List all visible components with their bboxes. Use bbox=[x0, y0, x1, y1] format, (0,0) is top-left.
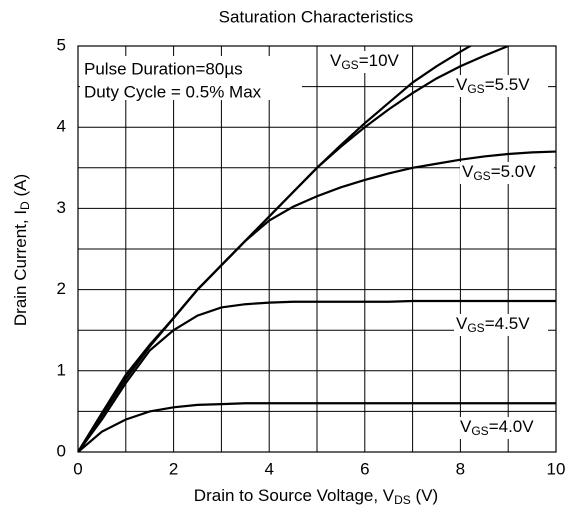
curve bbox=[78, 299, 556, 452]
x-tick-label: 0 bbox=[73, 459, 82, 478]
x-axis-label-part: (V) bbox=[411, 486, 438, 505]
y-axis-label-part: D bbox=[18, 201, 32, 210]
x-axis-label-part: Drain to Source Voltage, V bbox=[194, 486, 395, 505]
y-tick-label: 4 bbox=[57, 117, 66, 136]
y-tick-label: 3 bbox=[57, 198, 66, 217]
legend-bg bbox=[454, 75, 548, 97]
x-tick-label: 10 bbox=[547, 459, 566, 478]
y-tick-label: 1 bbox=[57, 360, 66, 379]
curves bbox=[78, 46, 556, 452]
y-tick-label: 2 bbox=[57, 279, 66, 298]
curve bbox=[78, 150, 556, 452]
series-label-part: GS bbox=[471, 424, 488, 438]
series-label-part: =10V bbox=[359, 51, 400, 70]
series-label-part: GS bbox=[467, 321, 484, 335]
x-tick-label: 4 bbox=[264, 459, 273, 478]
series-label: VGS=4.5V bbox=[456, 314, 530, 335]
legend-bg bbox=[328, 51, 410, 73]
series-label: VGS=4.0V bbox=[460, 417, 534, 438]
annotation: Pulse Duration=80µs bbox=[84, 59, 243, 78]
y-tick-label: 0 bbox=[57, 441, 66, 460]
series-label-part: V bbox=[460, 417, 472, 436]
x-tick-label: 2 bbox=[169, 459, 178, 478]
series-label-part: V bbox=[462, 162, 474, 181]
legend-bg bbox=[460, 162, 554, 184]
curve bbox=[78, 402, 556, 452]
series-label-part: V bbox=[456, 314, 468, 333]
series-label-part: GS bbox=[467, 82, 484, 96]
x-axis-label: Drain to Source Voltage, VDS (V) bbox=[194, 486, 438, 507]
y-tick-label: 5 bbox=[57, 35, 66, 54]
x-tick-label: 6 bbox=[360, 459, 369, 478]
series-label-part: GS bbox=[341, 58, 358, 72]
legend-bg bbox=[458, 417, 552, 439]
legend-bg bbox=[454, 314, 548, 336]
chart-title: Saturation Characteristics bbox=[219, 7, 414, 26]
y-axis-label: Drain Current, ID (A) bbox=[11, 174, 32, 326]
annotation: Duty Cycle = 0.5% Max bbox=[84, 82, 262, 101]
series-label-part: GS bbox=[473, 169, 490, 183]
series-label-part: =5.5V bbox=[485, 75, 531, 94]
plot-frame bbox=[77, 45, 557, 453]
y-axis-label-part: (A) bbox=[11, 174, 30, 201]
x-tick-label: 8 bbox=[456, 459, 465, 478]
series-label: VGS=10V bbox=[330, 51, 400, 72]
series-label-part: =5.0V bbox=[491, 162, 537, 181]
y-axis-label-part: Drain Current, I bbox=[11, 210, 30, 326]
series-label-part: V bbox=[456, 75, 468, 94]
series-label: VGS=5.0V bbox=[462, 162, 536, 183]
annotation-box bbox=[80, 56, 302, 100]
x-axis-label-part: DS bbox=[394, 493, 411, 507]
series-label-part: V bbox=[330, 51, 342, 70]
series-label-part: =4.5V bbox=[485, 314, 531, 333]
series-label: VGS=5.5V bbox=[456, 75, 530, 96]
series-label-part: =4.0V bbox=[489, 417, 535, 436]
